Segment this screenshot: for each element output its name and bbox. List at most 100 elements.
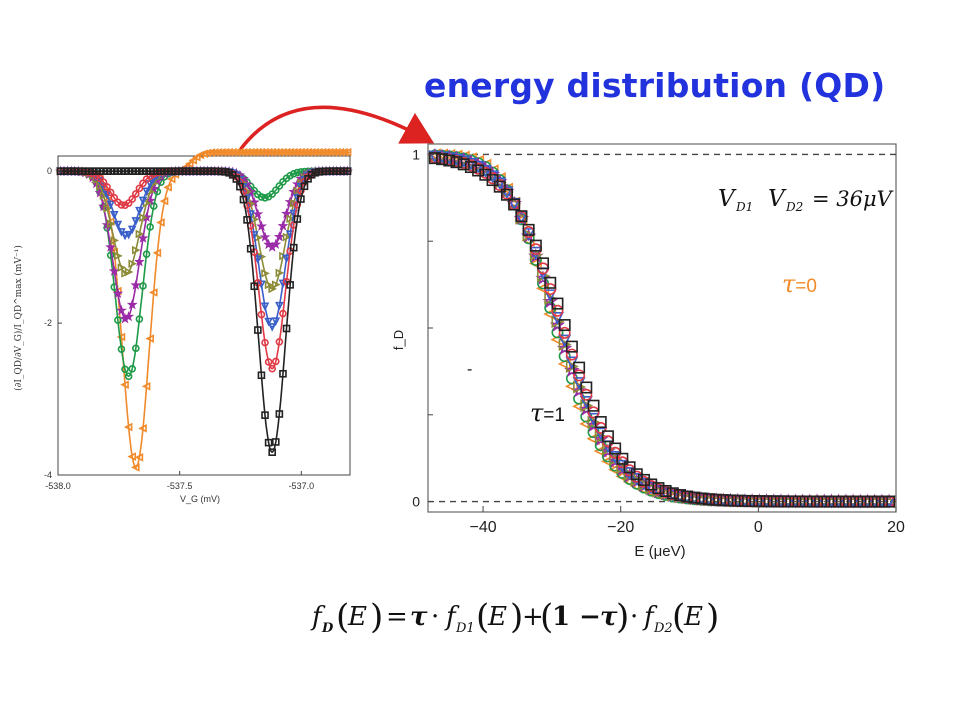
left-data-point	[256, 220, 267, 231]
svg-text:): )	[370, 597, 383, 637]
right-data-point	[544, 283, 557, 296]
left-data-point	[259, 231, 271, 242]
left-data-point	[260, 302, 270, 312]
right-data-point	[825, 495, 838, 508]
arrow-connector	[238, 105, 435, 152]
right-data-point	[746, 495, 759, 508]
left-data-point	[268, 364, 276, 373]
right-data-point	[832, 495, 845, 508]
left-data-point	[252, 208, 264, 219]
right-data-point	[428, 152, 441, 165]
right-data-point	[486, 174, 499, 187]
left-data-point	[342, 147, 352, 157]
left-data-point	[99, 191, 109, 201]
right-x-tick-label: −20	[607, 519, 634, 536]
left-data-point	[343, 167, 352, 175]
right-chart-frame	[427, 143, 897, 513]
right-data-point	[774, 495, 787, 508]
left-data-point	[121, 365, 129, 374]
right-data-point	[586, 432, 600, 446]
svg-text:(: (	[540, 597, 553, 637]
right-data-point	[544, 301, 557, 314]
left-data-point	[149, 202, 158, 210]
left-data-point	[261, 411, 269, 419]
right-data-point	[580, 388, 593, 401]
left-data-point	[166, 174, 176, 184]
svg-text:+: +	[522, 602, 544, 632]
svg-text:D: D	[321, 621, 334, 636]
left-data-point	[135, 206, 144, 216]
right-data-point	[717, 494, 730, 507]
left-data-point	[124, 372, 133, 381]
left-data-point	[106, 200, 115, 210]
right-data-point	[674, 489, 687, 502]
slide-title: energy distribution (QD)	[424, 66, 886, 105]
left-data-point	[254, 326, 262, 334]
left-data-point	[293, 215, 302, 223]
left-data-point	[271, 317, 281, 326]
left-data-point	[279, 309, 287, 318]
svg-text:): )	[510, 597, 523, 637]
left-data-point	[138, 196, 148, 206]
left-data-point	[146, 223, 154, 231]
right-data-point	[681, 490, 694, 503]
left-data-point	[134, 452, 144, 462]
right-data-point	[710, 493, 723, 506]
right-data-point	[594, 416, 607, 429]
left-data-point	[128, 364, 137, 373]
right-series-6	[428, 152, 896, 508]
svg-text:τ: τ	[410, 602, 428, 632]
svg-text:V: V	[768, 186, 787, 212]
right-data-point	[861, 495, 874, 508]
left-data-point	[261, 193, 269, 202]
left-data-point	[130, 279, 142, 290]
svg-text:τ: τ	[600, 602, 618, 632]
left-y-tick-label: 0	[47, 166, 52, 176]
left-data-point	[184, 159, 194, 169]
left-data-point	[246, 244, 255, 253]
right-data-point	[558, 326, 571, 339]
right-data-point	[760, 495, 773, 508]
right-data-point	[666, 487, 679, 500]
right-data-point	[796, 495, 809, 508]
svg-text:·: ·	[431, 602, 439, 632]
right-data-point	[587, 399, 600, 412]
right-data-point	[601, 430, 614, 443]
left-data-point	[282, 254, 291, 264]
left-data-point	[117, 263, 127, 272]
right-data-point	[543, 289, 557, 303]
right-data-point	[695, 492, 708, 505]
left-data-point	[131, 217, 141, 226]
bias-annotation: V D1 V D2 = 36μV	[718, 186, 894, 214]
left-x-tick-label: -538.0	[45, 481, 71, 491]
right-data-point	[573, 361, 586, 374]
svg-text:E: E	[347, 602, 367, 632]
left-data-point	[277, 220, 289, 231]
right-data-point	[645, 478, 658, 491]
left-data-point	[127, 225, 137, 235]
left-data-point	[108, 265, 120, 276]
left-data-point	[257, 310, 266, 319]
right-data-point	[472, 164, 485, 177]
left-x-tick-label: -537.0	[289, 481, 315, 491]
right-data-point	[571, 382, 587, 398]
right-data-point	[616, 452, 629, 465]
left-data-point	[257, 371, 266, 380]
left-data-point	[145, 334, 154, 343]
left-data-point	[132, 190, 140, 198]
left-data-point	[135, 184, 144, 193]
left-data-point	[117, 345, 126, 354]
left-data-point	[127, 452, 137, 461]
right-data-point	[550, 311, 564, 325]
svg-text:D1: D1	[735, 200, 753, 214]
svg-text:·: ·	[630, 602, 638, 632]
left-data-point	[99, 182, 108, 192]
right-data-point	[508, 198, 521, 211]
left-data-point	[236, 182, 244, 191]
left-data-point	[132, 344, 140, 353]
right-data-point	[847, 495, 860, 508]
right-data-point	[522, 228, 536, 242]
left-data-point	[243, 216, 251, 224]
left-data-point	[250, 282, 259, 291]
left-data-point	[142, 187, 151, 197]
